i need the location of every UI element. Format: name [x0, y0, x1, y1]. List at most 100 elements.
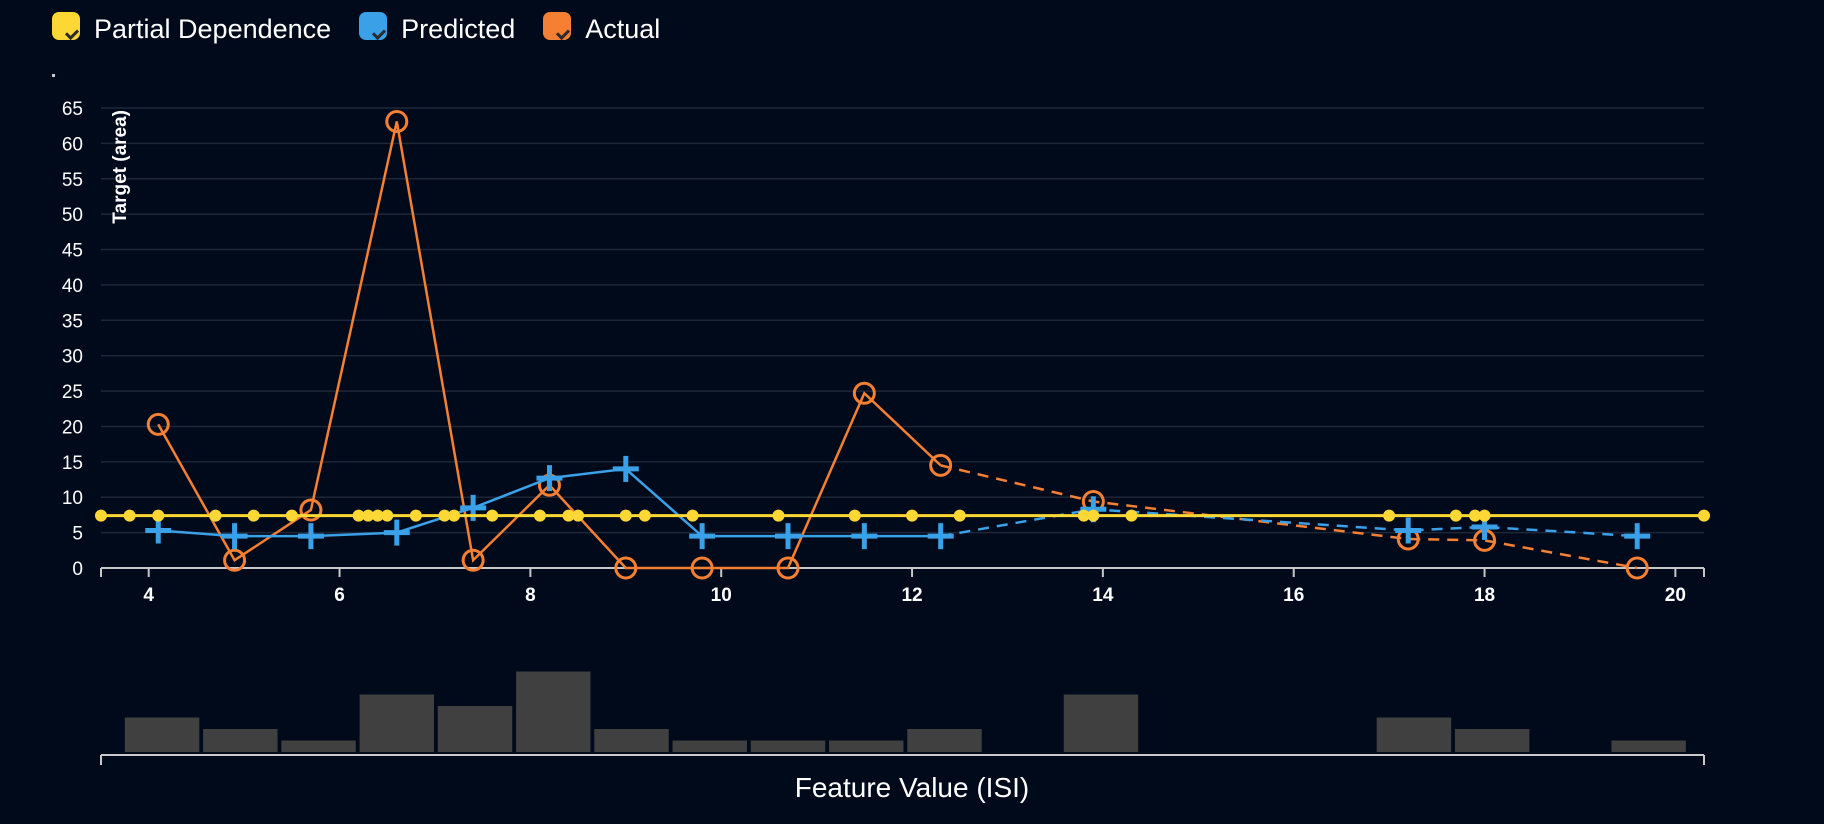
predicted-point[interactable] — [612, 455, 639, 482]
partial-dependence-point[interactable] — [1698, 509, 1710, 522]
legend: Partial Dependence Predicted Actual — [52, 11, 688, 45]
actual-point[interactable] — [223, 548, 247, 572]
histogram-bar — [359, 694, 435, 752]
actual-point[interactable] — [299, 498, 323, 522]
histogram-bar — [281, 740, 356, 752]
x-tick-label: 8 — [525, 585, 536, 606]
legend-label: Partial Dependence — [94, 14, 332, 44]
actual-point[interactable] — [461, 548, 485, 572]
predicted-point[interactable] — [689, 523, 716, 550]
partial-dependence-point[interactable] — [352, 509, 365, 522]
partial-dependence-point[interactable] — [1125, 509, 1138, 522]
legend-label: Actual — [585, 14, 661, 44]
histogram-bar — [1454, 729, 1530, 752]
x-tick-label: 10 — [711, 585, 732, 606]
actual-point[interactable] — [690, 556, 714, 580]
partial-dependence-point[interactable] — [619, 509, 632, 522]
actual-point[interactable] — [852, 381, 876, 405]
histogram-bar — [437, 706, 513, 752]
x-tick-label: 4 — [143, 585, 154, 606]
partial-dependence-point[interactable] — [638, 509, 651, 522]
predicted-point[interactable] — [851, 523, 878, 550]
y-axis-title: Target (area) — [110, 110, 131, 224]
y-tick-label: 5 — [72, 524, 83, 545]
predicted-point[interactable] — [1624, 523, 1651, 550]
legend-item-partial-dependence[interactable]: Partial Dependence — [52, 11, 332, 45]
x-tick-label: 14 — [1092, 585, 1114, 606]
partial-dependence-point[interactable] — [772, 509, 785, 522]
x-axis-title: Feature Value (ISI) — [794, 772, 1030, 803]
partial-dependence-point[interactable] — [533, 509, 546, 522]
partial-dependence-point[interactable] — [486, 509, 499, 522]
checkbox-icon[interactable] — [543, 11, 572, 40]
histogram-bar — [672, 740, 747, 752]
checkbox-icon[interactable] — [52, 11, 80, 40]
partial-dependence-point[interactable] — [247, 509, 260, 522]
partial-dependence-point[interactable] — [572, 509, 585, 522]
actual-point[interactable] — [1625, 556, 1649, 580]
partial-dependence-point[interactable] — [448, 509, 461, 522]
partial-dependence-series — [95, 509, 1710, 522]
partial-dependence-point[interactable] — [1383, 509, 1396, 522]
partial-dependence-point[interactable] — [1469, 509, 1481, 522]
actual-point[interactable] — [776, 556, 800, 580]
predicted-point[interactable] — [145, 517, 172, 544]
actual-point[interactable] — [146, 412, 170, 436]
legend-item-actual[interactable]: Actual — [543, 11, 661, 45]
histogram-bar — [829, 740, 904, 752]
y-tick-label: 15 — [62, 453, 83, 474]
predicted-point[interactable] — [536, 465, 563, 492]
actual-point[interactable] — [385, 109, 409, 133]
y-tick-label: 50 — [62, 205, 83, 226]
partial-dependence-point[interactable] — [95, 509, 107, 522]
checkbox-icon[interactable] — [359, 11, 388, 40]
y-tick-label: 55 — [62, 170, 83, 191]
predicted-point[interactable] — [927, 523, 954, 550]
histogram-bar — [1611, 740, 1686, 752]
partial-dependence-point[interactable] — [438, 509, 451, 522]
partial-dependence-point[interactable] — [562, 509, 575, 522]
predicted-point[interactable] — [775, 523, 801, 550]
predicted-point[interactable] — [1395, 517, 1422, 544]
y-tick-label: 0 — [72, 559, 83, 580]
x-tick-label: 18 — [1474, 585, 1495, 606]
predicted-point[interactable] — [221, 523, 248, 550]
y-tick-label: 10 — [62, 488, 83, 509]
partial-dependence-point[interactable] — [371, 509, 384, 522]
predicted-line-dashed — [940, 508, 1638, 538]
partial-dependence-point[interactable] — [848, 509, 861, 522]
y-tick-label: 35 — [62, 311, 83, 332]
partial-dependence-point[interactable] — [362, 509, 375, 522]
partial-dependence-point[interactable] — [381, 509, 394, 522]
histogram-bar — [1376, 717, 1452, 752]
predicted-series — [145, 455, 1651, 550]
y-tick-label: 20 — [62, 417, 83, 438]
partial-dependence-point[interactable] — [1449, 509, 1462, 522]
histogram-bar — [124, 717, 200, 752]
actual-point[interactable] — [614, 556, 638, 580]
partial-dependence-point[interactable] — [906, 509, 919, 522]
partial-dependence-point[interactable] — [123, 509, 136, 522]
partial-dependence-point[interactable] — [953, 509, 966, 522]
legend-item-predicted[interactable]: Predicted — [359, 11, 516, 45]
partial-dependence-point[interactable] — [209, 509, 222, 522]
partial-dependence-point[interactable] — [1478, 509, 1491, 522]
partial-dependence-point[interactable] — [152, 509, 165, 522]
legend-label: Predicted — [401, 14, 516, 44]
predicted-point[interactable] — [297, 523, 324, 550]
histogram-bar — [203, 729, 278, 752]
legend-handle — [52, 74, 55, 77]
partial-dependence-point[interactable] — [285, 509, 298, 522]
partial-dependence-point[interactable] — [1077, 509, 1090, 522]
predicted-point[interactable] — [383, 519, 410, 546]
x-tick-label: 6 — [334, 585, 345, 606]
y-tick-label: 45 — [62, 241, 83, 262]
x-tick-label: 20 — [1665, 585, 1686, 606]
histogram-bar — [750, 740, 826, 752]
actual-point[interactable] — [929, 453, 953, 477]
partial-dependence-point[interactable] — [409, 509, 422, 522]
histogram-bar — [907, 729, 982, 752]
partial-dependence-point[interactable] — [1087, 509, 1100, 522]
partial-dependence-point[interactable] — [686, 509, 699, 522]
